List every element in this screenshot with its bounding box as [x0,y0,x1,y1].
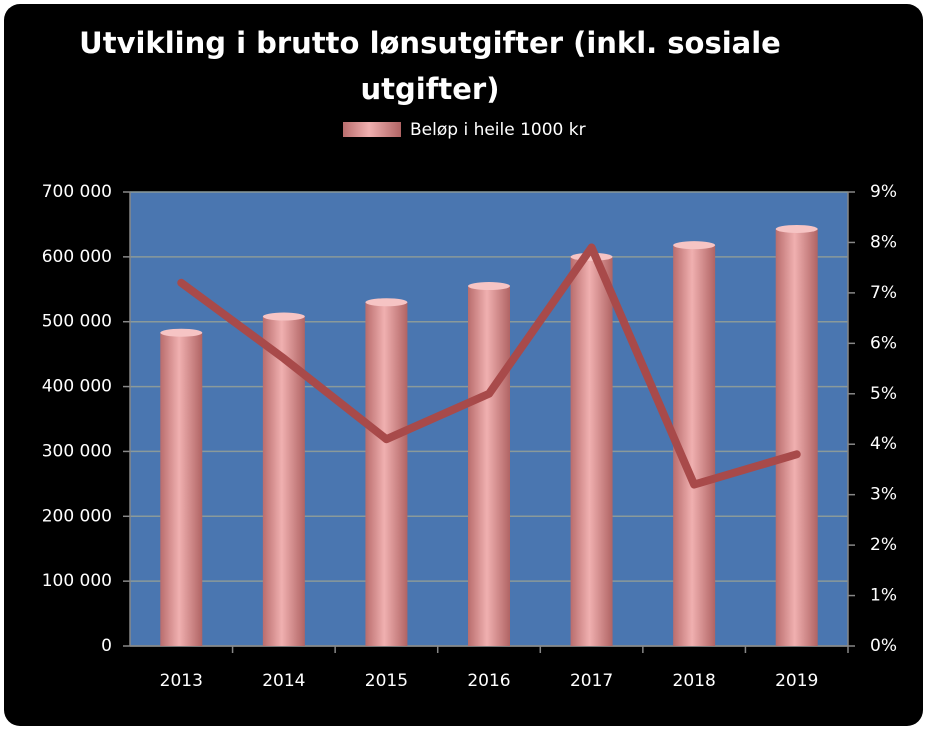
bar [365,302,408,646]
y2-tick-label: 1% [870,586,897,606]
bar [160,332,203,646]
x-tick-label: 2015 [365,671,408,691]
y2-tick-label: 4% [870,434,897,454]
y2-tick-label: 2% [870,535,897,555]
bar [775,228,818,646]
bar [570,256,613,646]
y-tick-label: 300 000 [42,441,112,461]
bar-top [673,241,716,250]
chart-title: Utvikling i brutto lønsutgifter (inkl. s… [79,26,781,106]
legend-label: Beløp i heile 1000 kr [410,120,586,140]
y2-tick-label: 8% [870,232,897,252]
line [177,243,801,489]
y2-tick-label: 0% [870,636,897,656]
bar [468,286,510,646]
y2-tick-label: 9% [870,182,897,202]
y2-tick-label: 5% [870,384,897,404]
legend-swatch [343,122,401,137]
y-tick-label: 0 [101,636,112,656]
bar-top [262,312,305,321]
x-tick-label: 2014 [262,671,305,691]
y-tick-label: 600 000 [42,247,112,267]
y-tick-label: 400 000 [42,377,112,397]
bar-top [160,328,203,337]
bar-top [365,298,408,307]
x-tick-label: 2013 [160,671,203,691]
y2-tick-label: 6% [870,333,897,353]
bar-top [468,282,510,291]
y-tick-label: 500 000 [42,312,112,332]
y2-tick-label: 3% [870,485,897,505]
y-tick-label: 200 000 [42,506,112,526]
x-tick-label: 2017 [570,671,613,691]
x-tick-label: 2019 [775,671,818,691]
y-tick-label: 100 000 [42,571,112,591]
x-tick-label: 2016 [467,671,510,691]
y2-tick-label: 7% [870,283,897,303]
y-tick-label: 700 000 [42,182,112,202]
x-tick-label: 2018 [673,671,716,691]
bar-top [775,224,818,233]
